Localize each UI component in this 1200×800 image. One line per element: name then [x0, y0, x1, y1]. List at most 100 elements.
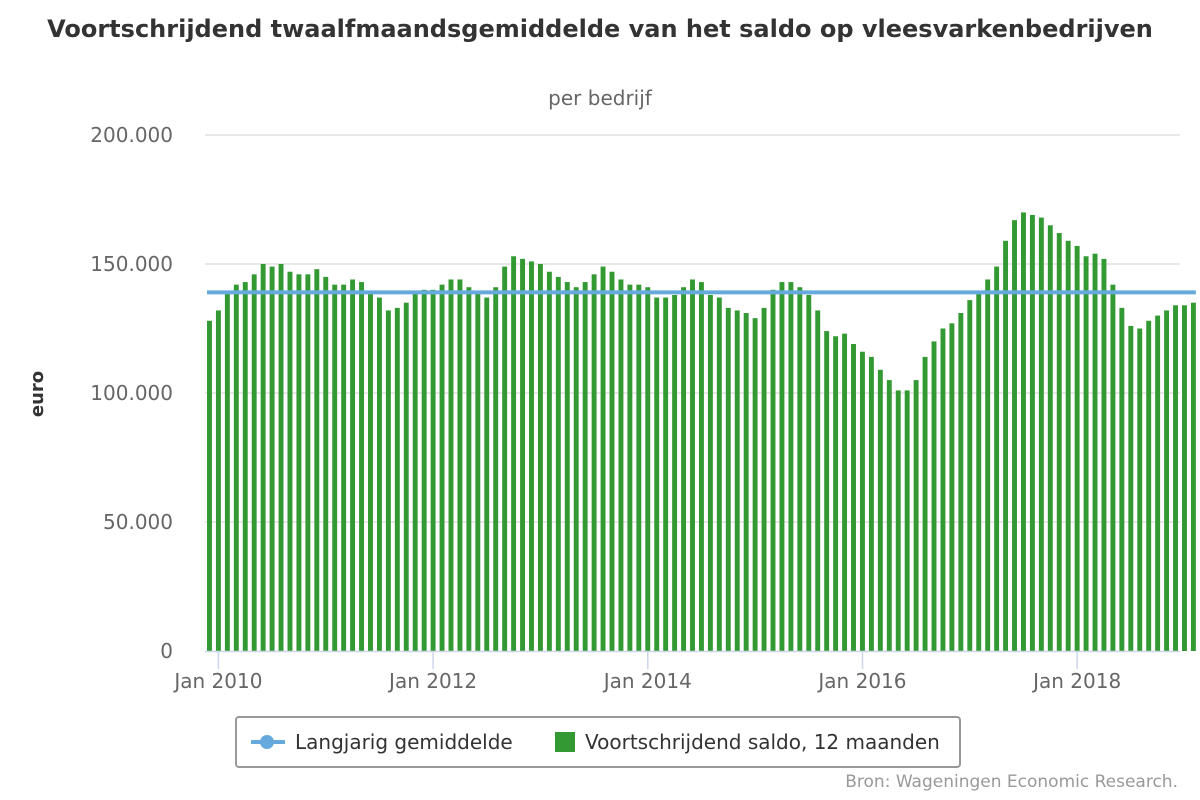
bar[interactable]: [1128, 325, 1134, 651]
bar[interactable]: [332, 284, 338, 651]
bar[interactable]: [842, 333, 848, 651]
bar[interactable]: [895, 390, 901, 651]
bar[interactable]: [681, 287, 687, 651]
bar[interactable]: [627, 284, 633, 651]
bar[interactable]: [207, 320, 212, 651]
bar[interactable]: [1003, 240, 1009, 651]
bar[interactable]: [224, 292, 230, 651]
bar[interactable]: [976, 292, 982, 651]
bar[interactable]: [564, 282, 570, 651]
bar[interactable]: [1155, 315, 1161, 651]
legend-item-average[interactable]: Langjarig gemiddelde: [251, 718, 513, 766]
bar[interactable]: [1110, 284, 1116, 651]
bar[interactable]: [940, 328, 946, 652]
bar[interactable]: [672, 294, 678, 651]
bar[interactable]: [1146, 320, 1152, 651]
bar[interactable]: [269, 266, 275, 651]
bar[interactable]: [457, 279, 463, 651]
bar[interactable]: [868, 356, 874, 651]
bar[interactable]: [967, 300, 973, 651]
bar[interactable]: [385, 310, 391, 651]
bar[interactable]: [1056, 233, 1062, 652]
bar[interactable]: [484, 297, 490, 651]
bar[interactable]: [1182, 305, 1187, 651]
bar[interactable]: [788, 282, 794, 651]
bar[interactable]: [743, 313, 749, 651]
bar[interactable]: [663, 297, 669, 651]
bar[interactable]: [779, 282, 785, 651]
bar[interactable]: [1021, 212, 1026, 651]
bar[interactable]: [770, 289, 776, 651]
bar[interactable]: [1047, 225, 1053, 652]
bar[interactable]: [1012, 220, 1017, 651]
bar[interactable]: [609, 271, 615, 651]
bar[interactable]: [645, 287, 651, 651]
bar[interactable]: [752, 318, 758, 651]
bar[interactable]: [412, 292, 418, 651]
bar[interactable]: [824, 331, 830, 651]
bar[interactable]: [582, 282, 588, 651]
bar[interactable]: [466, 287, 472, 651]
bar[interactable]: [546, 271, 552, 651]
bar[interactable]: [734, 310, 740, 651]
bar[interactable]: [215, 310, 221, 651]
bar[interactable]: [1065, 240, 1071, 651]
bar[interactable]: [654, 297, 660, 651]
bar[interactable]: [296, 274, 302, 651]
bar[interactable]: [341, 284, 347, 651]
bar[interactable]: [251, 274, 257, 651]
bar[interactable]: [1074, 245, 1080, 651]
bar[interactable]: [797, 287, 803, 651]
bar[interactable]: [1101, 258, 1107, 651]
bar[interactable]: [323, 276, 329, 651]
bar[interactable]: [403, 302, 409, 651]
bar[interactable]: [886, 380, 892, 651]
bar[interactable]: [1173, 305, 1178, 651]
bar[interactable]: [913, 380, 919, 651]
bar[interactable]: [815, 310, 821, 651]
bar[interactable]: [242, 282, 248, 651]
bar[interactable]: [904, 390, 910, 651]
bar[interactable]: [725, 307, 731, 651]
bar[interactable]: [716, 297, 722, 651]
bar[interactable]: [636, 284, 642, 651]
bar[interactable]: [502, 266, 508, 651]
bar[interactable]: [430, 289, 436, 651]
bar[interactable]: [985, 279, 991, 651]
bar[interactable]: [376, 297, 382, 651]
bar[interactable]: [690, 279, 695, 651]
bar[interactable]: [260, 264, 266, 651]
bar[interactable]: [1137, 328, 1143, 652]
bar[interactable]: [1083, 256, 1089, 651]
bar[interactable]: [698, 282, 704, 651]
bar[interactable]: [287, 271, 293, 651]
bar[interactable]: [761, 307, 767, 651]
bar[interactable]: [278, 264, 284, 651]
bar[interactable]: [448, 279, 454, 651]
bar[interactable]: [806, 294, 812, 651]
bar[interactable]: [520, 258, 526, 651]
bar[interactable]: [305, 274, 311, 651]
bar[interactable]: [421, 289, 427, 651]
bar[interactable]: [994, 266, 1000, 651]
bar[interactable]: [707, 294, 713, 651]
bar[interactable]: [394, 307, 400, 651]
legend-item-saldo[interactable]: Voortschrijdend saldo, 12 maanden: [555, 718, 940, 766]
bar[interactable]: [573, 287, 579, 651]
bar[interactable]: [350, 279, 356, 651]
bar[interactable]: [368, 292, 373, 651]
bar[interactable]: [949, 323, 955, 651]
bar[interactable]: [314, 269, 320, 651]
credits[interactable]: Bron: Wageningen Economic Research.: [845, 772, 1178, 792]
bar[interactable]: [493, 287, 499, 651]
bar[interactable]: [439, 284, 445, 651]
bar[interactable]: [1190, 302, 1196, 651]
bar[interactable]: [555, 276, 561, 651]
bar[interactable]: [1119, 307, 1125, 651]
bar[interactable]: [537, 264, 543, 651]
bar[interactable]: [475, 292, 481, 651]
bar[interactable]: [833, 336, 839, 651]
bar[interactable]: [851, 343, 856, 651]
bar[interactable]: [618, 279, 624, 651]
bar[interactable]: [1092, 253, 1098, 651]
